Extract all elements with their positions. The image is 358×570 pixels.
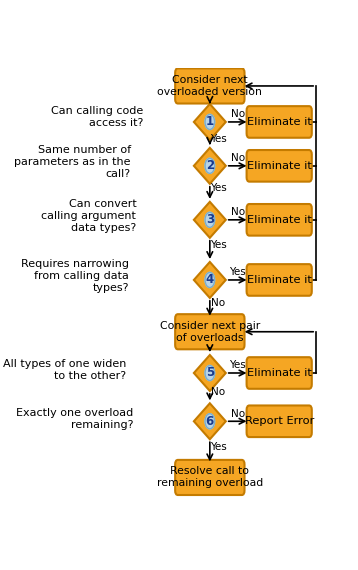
FancyBboxPatch shape <box>175 314 245 349</box>
Text: All types of one widen
to the other?: All types of one widen to the other? <box>3 359 127 381</box>
Text: Yes: Yes <box>229 360 246 370</box>
Text: 1: 1 <box>206 116 214 128</box>
FancyBboxPatch shape <box>247 150 312 182</box>
Polygon shape <box>194 262 226 298</box>
Text: No: No <box>231 109 245 119</box>
FancyBboxPatch shape <box>247 357 312 389</box>
Polygon shape <box>194 104 226 140</box>
Text: Can calling code
access it?: Can calling code access it? <box>51 105 143 128</box>
Text: Requires narrowing
from calling data
types?: Requires narrowing from calling data typ… <box>21 259 129 293</box>
Circle shape <box>205 212 214 227</box>
Text: Eliminate it: Eliminate it <box>247 215 311 225</box>
Text: 2: 2 <box>206 160 214 172</box>
Text: No: No <box>231 207 245 217</box>
FancyBboxPatch shape <box>247 405 312 437</box>
Text: 3: 3 <box>206 213 214 226</box>
Text: Yes: Yes <box>210 442 227 452</box>
Polygon shape <box>194 404 226 439</box>
Text: Yes: Yes <box>210 134 227 144</box>
Text: Report Error: Report Error <box>245 416 314 426</box>
FancyBboxPatch shape <box>175 68 245 104</box>
Text: No: No <box>211 387 225 397</box>
Text: Can convert
calling argument
data types?: Can convert calling argument data types? <box>42 199 136 233</box>
Text: Eliminate it: Eliminate it <box>247 368 311 378</box>
Text: Same number of
parameters as in the
call?: Same number of parameters as in the call… <box>14 145 131 180</box>
Text: 5: 5 <box>206 367 214 380</box>
Polygon shape <box>194 202 226 238</box>
Circle shape <box>205 365 214 381</box>
Text: Consider next pair
of overloads: Consider next pair of overloads <box>160 321 260 343</box>
Text: Eliminate it: Eliminate it <box>247 275 311 285</box>
Text: No: No <box>231 409 245 418</box>
Text: Consider next
overloaded version: Consider next overloaded version <box>158 75 262 97</box>
Text: Yes: Yes <box>210 240 227 250</box>
Text: Eliminate it: Eliminate it <box>247 161 311 171</box>
Text: Yes: Yes <box>210 183 227 193</box>
Text: Exactly one overload
remaining?: Exactly one overload remaining? <box>16 408 134 430</box>
Text: Resolve call to
remaining overload: Resolve call to remaining overload <box>157 466 263 488</box>
Circle shape <box>205 115 214 129</box>
FancyBboxPatch shape <box>247 204 312 235</box>
FancyBboxPatch shape <box>247 106 312 138</box>
Circle shape <box>205 158 214 173</box>
Text: 4: 4 <box>206 274 214 287</box>
Circle shape <box>205 414 214 429</box>
Text: 6: 6 <box>206 415 214 428</box>
Text: No: No <box>231 153 245 163</box>
Text: Yes: Yes <box>229 267 246 278</box>
Text: No: No <box>211 298 225 308</box>
Text: Eliminate it: Eliminate it <box>247 117 311 127</box>
FancyBboxPatch shape <box>175 460 245 495</box>
Circle shape <box>205 272 214 287</box>
Polygon shape <box>194 148 226 184</box>
Polygon shape <box>194 355 226 391</box>
FancyBboxPatch shape <box>247 264 312 296</box>
